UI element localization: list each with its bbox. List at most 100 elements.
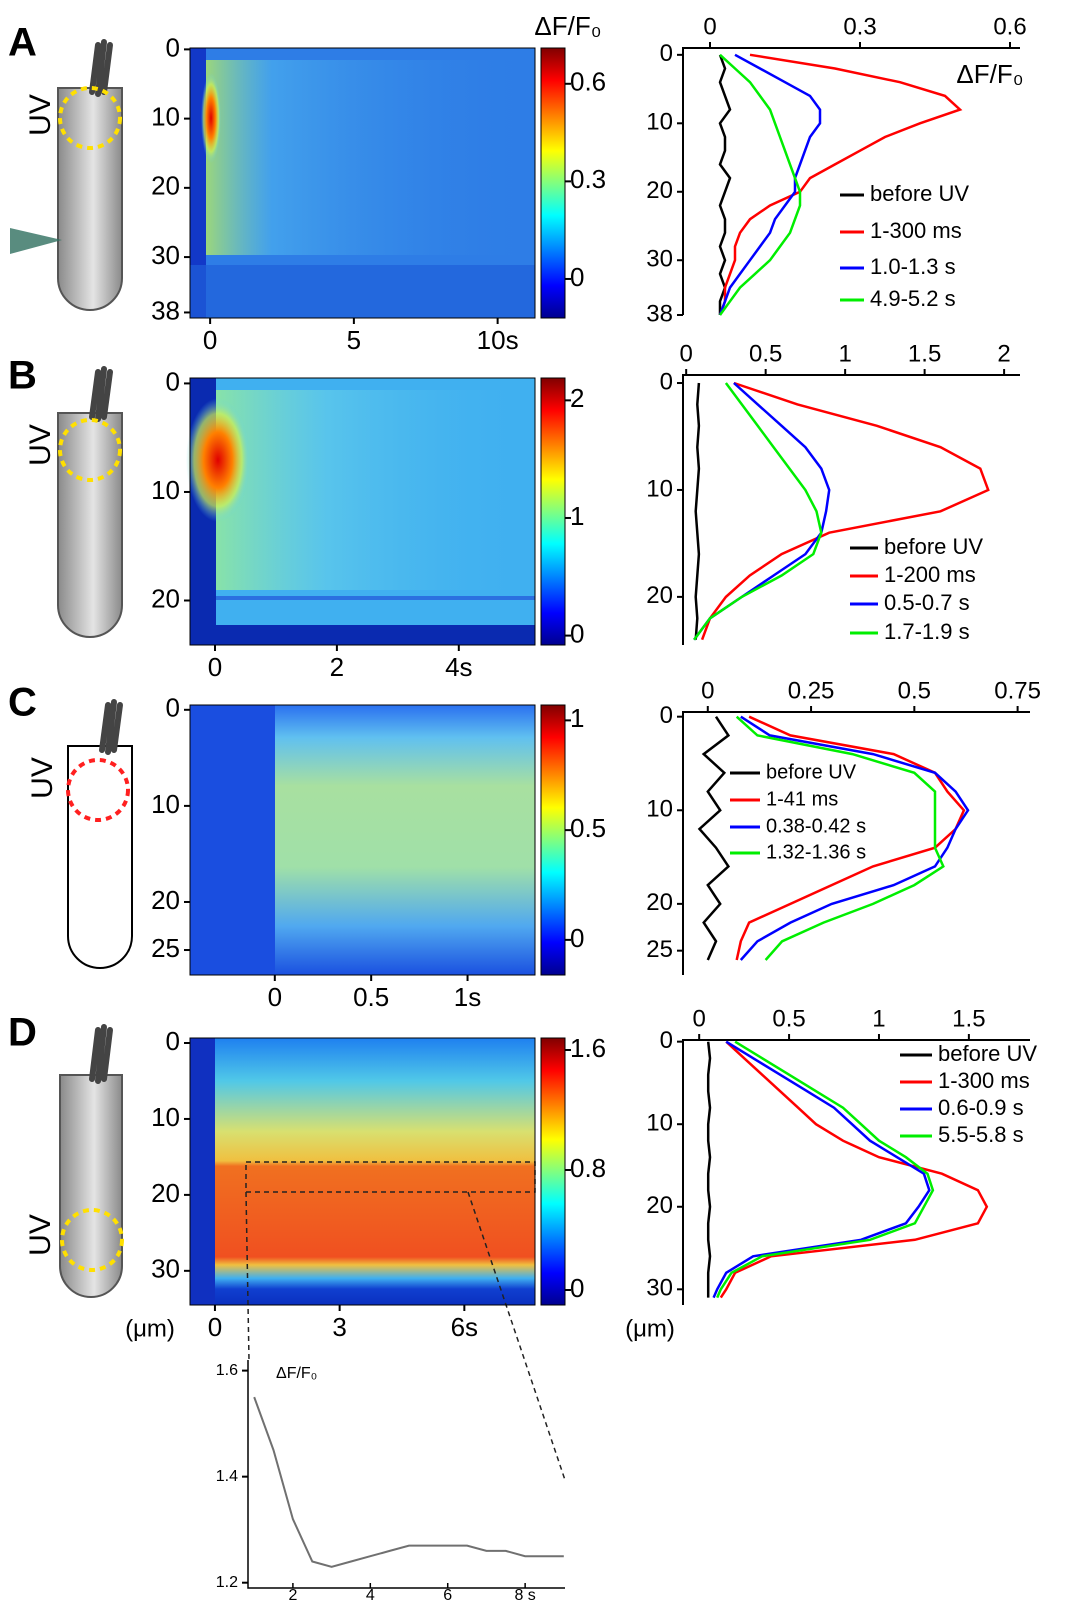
plot-frame [189, 47, 536, 319]
x-tick-label: 0.5 [772, 1005, 805, 1032]
profile-line [697, 716, 731, 961]
x-tick-label: 0.6 [993, 13, 1026, 40]
profile-line [693, 382, 831, 641]
panel-letter: D [8, 1011, 37, 1055]
colorbar-tick-label: 0 [570, 923, 584, 953]
cell-icon: UV [26, 699, 133, 969]
colorbar-tick-label: 0 [570, 1273, 584, 1303]
y-tick-label: 20 [151, 1178, 180, 1208]
x-tick-label: 8 s [514, 1587, 535, 1602]
y-tick-label: 0 [166, 366, 180, 396]
axis [682, 374, 1020, 645]
kymograph-image [186, 378, 535, 645]
axis [247, 1360, 565, 1589]
profile-line [693, 382, 823, 641]
profile-line [712, 1040, 931, 1299]
y-tick-label: 10 [151, 101, 180, 131]
x-tick-label: 2 [997, 340, 1010, 367]
colorbar-label: ΔF/F₀ [534, 11, 601, 41]
x-tick-label: 2 [330, 652, 344, 682]
y-tick-label: 20 [151, 583, 180, 613]
profile-line [694, 382, 701, 640]
y-tick-label: 30 [646, 246, 673, 273]
y-tick-label: 0 [660, 702, 673, 729]
y-tick-label: 20 [646, 177, 673, 204]
y-tick-label: 1.6 [216, 1362, 238, 1379]
x-tick-label: 1s [454, 982, 481, 1012]
colorbar-tick-label: 2 [570, 383, 584, 413]
x-tick-label: 6 [443, 1587, 452, 1602]
y-tick-label: 1.2 [216, 1574, 238, 1591]
profile-line [718, 54, 732, 315]
x-axis-label: ΔF/F₀ [956, 59, 1023, 89]
colorbar-tick-label: 0 [570, 618, 584, 648]
plot-frame [189, 1037, 536, 1306]
stimulus-label: UV [26, 757, 59, 799]
x-tick-label: 3 [332, 1312, 346, 1342]
y-tick-label: 0 [166, 1026, 180, 1056]
x-tick-label: 5 [347, 325, 361, 355]
y-tick-label: 30 [151, 240, 180, 270]
legend-label: 1-300 ms [870, 218, 962, 243]
stimulus-label: UV [24, 424, 57, 466]
y-tick-label: 30 [646, 1275, 673, 1302]
y-axis-label: ΔF/F₀ [276, 1365, 317, 1382]
axis [682, 47, 1020, 315]
y-tick-label: 0 [660, 368, 673, 395]
legend-label: before UV [884, 534, 983, 559]
x-tick-label: 0.5 [898, 677, 931, 704]
y-tick-label: 10 [646, 796, 673, 823]
x-tick-label: 0.3 [843, 13, 876, 40]
y-tick-label: 0 [660, 1027, 673, 1054]
panel-labels: A B C D [8, 21, 37, 1055]
x-tick-label: 1.5 [908, 340, 941, 367]
x-tick-label: 0 [268, 982, 282, 1012]
x-tick-label: 0 [203, 325, 217, 355]
legend-label: 1-200 ms [884, 562, 976, 587]
stimulus-label: UV [24, 1214, 57, 1256]
x-tick-label: 10s [477, 325, 519, 355]
y-tick-label: 10 [646, 1110, 673, 1137]
y-tick-label: 38 [151, 295, 180, 325]
colorbar [540, 704, 566, 976]
y-tick-label: 10 [646, 475, 673, 502]
y-tick-label: 10 [151, 475, 180, 505]
legend-label: 1-300 ms [938, 1068, 1030, 1093]
x-tick-label: 0 [703, 13, 716, 40]
profile-line [706, 1041, 712, 1298]
colorbar-tick-label: 0.8 [570, 1153, 606, 1183]
cell-icon: UV [10, 39, 123, 311]
panel-letter: C [8, 681, 37, 725]
x-tick-label: 0.5 [353, 982, 389, 1012]
kymograph-image [190, 705, 535, 975]
legend-label: 4.9-5.2 s [870, 286, 956, 311]
panel-letter: A [8, 21, 37, 65]
y-tick-label: 25 [151, 933, 180, 963]
legend-label: before UV [938, 1041, 1037, 1066]
y-tick-label: 20 [646, 1192, 673, 1219]
axis [682, 1039, 1030, 1305]
legend-label: before UV [870, 181, 969, 206]
x-tick-label: 4s [445, 652, 472, 682]
x-tick-label: 4 [366, 1587, 375, 1602]
kymograph-image [190, 1038, 566, 1481]
cell-icon: UV [24, 366, 123, 638]
x-tick-label: 0.5 [749, 340, 782, 367]
x-tick-label: 1.5 [952, 1005, 985, 1032]
profile-line [718, 53, 963, 316]
y-tick-label: 20 [151, 885, 180, 915]
x-tick-label: 2 [288, 1587, 297, 1602]
y-tick-label: 10 [646, 109, 673, 136]
colorbar-tick-label: 0.6 [570, 67, 606, 97]
x-tick-label: 0 [679, 340, 692, 367]
profile-line [735, 715, 945, 961]
legend-label: 0.5-0.7 s [884, 590, 970, 615]
y-tick-label: 20 [151, 171, 180, 201]
colorbar-tick-label: 1 [570, 703, 584, 733]
plot-frame [189, 377, 536, 646]
x-tick-label: 0 [701, 677, 714, 704]
y-tick-label: 0 [166, 693, 180, 723]
profile-line [718, 53, 822, 316]
colorbar-tick-label: 0 [570, 262, 584, 292]
